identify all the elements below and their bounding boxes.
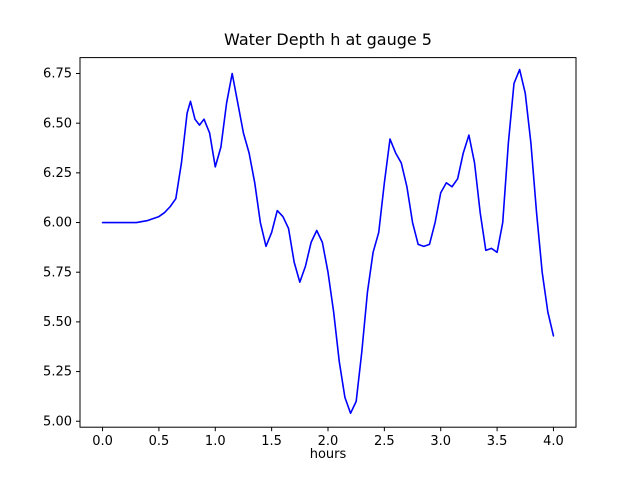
y-tick-label: 5.50	[43, 315, 72, 330]
x-tick-label: 3.0	[430, 434, 451, 449]
x-tick-label: 4.0	[543, 434, 564, 449]
x-axis-label: hours	[309, 447, 347, 462]
x-tick-label: 1.5	[261, 434, 282, 449]
y-tick-label: 6.25	[43, 166, 72, 181]
x-tick-label: 2.0	[318, 434, 339, 449]
x-tick-label: 2.5	[374, 434, 395, 449]
data-line-water-depth-h	[101, 68, 555, 415]
axes-frame	[79, 57, 577, 428]
x-tick-label: 3.5	[487, 434, 508, 449]
y-tick-label: 5.75	[43, 265, 72, 280]
y-tick-label: 5.00	[43, 414, 72, 429]
x-tick-label: 1.0	[205, 434, 226, 449]
y-tick-label: 6.50	[43, 116, 72, 131]
x-tick-label: 0.5	[149, 434, 170, 449]
x-tick-label: 0.0	[92, 434, 113, 449]
y-tick-label: 6.00	[43, 216, 72, 231]
chart-title: Water Depth h at gauge 5	[224, 30, 432, 49]
y-tick-label: 6.75	[43, 67, 72, 82]
y-tick-label: 5.25	[43, 365, 72, 380]
